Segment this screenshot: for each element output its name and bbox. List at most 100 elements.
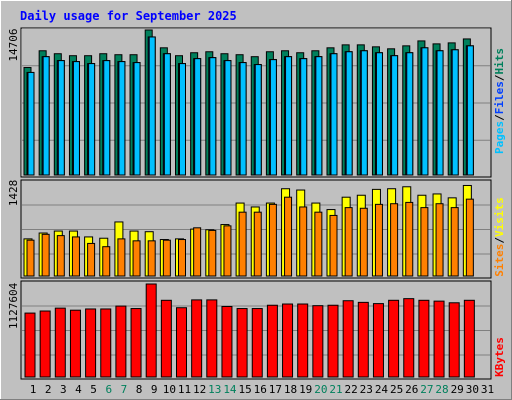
bar-pages <box>345 51 353 176</box>
bar-sites <box>268 203 277 277</box>
bar-sites <box>390 203 399 277</box>
x-label-day: 30 <box>466 383 479 396</box>
x-label-day: 15 <box>238 383 251 396</box>
legend-text: KBytes <box>493 337 506 377</box>
bar-sites <box>344 207 353 277</box>
bar-kbytes <box>342 300 354 378</box>
bar-pages <box>360 50 368 176</box>
bar-pages <box>133 62 141 176</box>
bar-sites <box>208 229 217 277</box>
bar-kbytes <box>357 301 369 378</box>
bar-sites <box>71 236 80 277</box>
x-label-day: 7 <box>121 383 128 396</box>
x-label-day: 1 <box>30 383 37 396</box>
bar-sites <box>56 235 65 277</box>
bar-kbytes <box>251 308 263 378</box>
x-label-day: 26 <box>405 383 418 396</box>
bar-pages <box>179 63 186 176</box>
bar-kbytes <box>282 303 294 378</box>
bar-sites <box>132 240 141 277</box>
x-label-day: 5 <box>90 383 97 396</box>
bar-kbytes <box>221 305 233 378</box>
x-label-day: 24 <box>375 383 389 396</box>
x-label-day: 10 <box>163 383 176 396</box>
legend-item-kbytes: KBytes <box>493 337 506 377</box>
bar-sites <box>41 233 50 277</box>
bar-pages <box>103 60 111 176</box>
bar-kbytes <box>145 283 157 378</box>
bar-pages <box>421 47 429 176</box>
bar-pages <box>42 56 50 176</box>
bar-pages <box>239 62 247 176</box>
x-label-day: 25 <box>390 383 403 396</box>
bar-kbytes <box>312 305 324 378</box>
x-label-day: 4 <box>75 383 82 396</box>
bar-sites <box>435 203 444 277</box>
bar-kbytes <box>403 298 415 378</box>
panel-kbytes-bars <box>24 283 475 378</box>
bar-kbytes <box>388 299 400 378</box>
bar-pages <box>148 36 156 176</box>
bar-sites <box>178 239 186 277</box>
bar-kbytes <box>115 305 127 378</box>
bar-sites <box>329 214 338 277</box>
bar-pages <box>194 58 202 176</box>
bar-sites <box>26 239 35 277</box>
bar-kbytes <box>448 302 460 378</box>
bar-sites <box>359 207 368 277</box>
bar-sites <box>117 238 126 277</box>
bar-pages <box>285 56 293 176</box>
x-label-day: 9 <box>151 383 158 396</box>
bar-pages <box>72 61 80 176</box>
bar-sites <box>238 211 247 277</box>
bar-pages <box>118 61 126 176</box>
x-label-day: 14 <box>223 383 237 396</box>
bar-pages <box>27 71 35 176</box>
legend-hits-files-pages: Pages/Files/Hits <box>493 48 506 154</box>
bar-kbytes <box>266 304 278 378</box>
legend-separator: / <box>493 237 506 244</box>
bar-sites <box>102 246 111 277</box>
chart-title: Daily usage for September 2025 <box>20 9 237 23</box>
bar-kbytes <box>100 308 112 378</box>
legend-item-sites: Sites <box>493 244 506 277</box>
bar-kbytes <box>176 307 187 378</box>
bar-kbytes <box>372 303 384 378</box>
bar-pages <box>300 58 308 176</box>
x-label-day: 18 <box>284 383 297 396</box>
bar-pages <box>406 52 414 176</box>
bar-sites <box>299 206 308 277</box>
bar-pages <box>466 45 474 176</box>
x-label-day: 19 <box>299 383 312 396</box>
x-label-day: 20 <box>314 383 327 396</box>
bar-pages <box>57 60 65 176</box>
legend-text: Pages/Files/Hits <box>493 48 506 154</box>
y-max-hits: 14706 <box>7 28 20 61</box>
bar-pages <box>391 55 399 176</box>
x-label-day: 21 <box>329 383 342 396</box>
bar-pages <box>451 49 459 176</box>
bar-pages <box>88 63 96 176</box>
x-label-day: 3 <box>60 383 67 396</box>
x-label-day: 16 <box>254 383 267 396</box>
x-label-day: 12 <box>193 383 206 396</box>
bar-kbytes <box>69 309 81 378</box>
bar-kbytes <box>463 299 475 378</box>
bar-kbytes <box>206 299 218 378</box>
panel-hits-bars <box>23 29 474 176</box>
x-label-day: 27 <box>420 383 433 396</box>
x-label-day: 13 <box>208 383 221 396</box>
legend-separator: / <box>493 74 506 81</box>
x-label-day: 31 <box>481 383 494 396</box>
bar-sites <box>314 211 323 277</box>
bar-sites <box>223 225 232 277</box>
bar-kbytes <box>54 307 66 378</box>
bar-kbytes <box>160 299 172 378</box>
bar-sites <box>147 240 156 277</box>
x-label-day: 17 <box>269 383 282 396</box>
x-label-day: 6 <box>105 383 112 396</box>
legend-text: Sites/Visits <box>493 197 506 277</box>
bar-sites <box>162 239 171 277</box>
bar-sites <box>87 242 96 277</box>
bar-pages <box>224 60 232 176</box>
